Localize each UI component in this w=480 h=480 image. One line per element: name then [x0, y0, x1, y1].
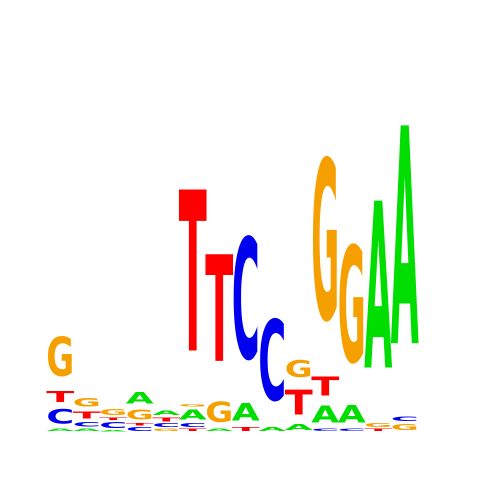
logo-letter-a-pos11: A	[311, 402, 340, 428]
logo-letter-c-pos2: C	[73, 421, 101, 428]
logo-letter-g-pos2: G	[73, 396, 101, 409]
logo-letter-a-pos6: A	[179, 408, 207, 423]
logo-letter-a-pos2: A	[73, 428, 101, 432]
logo-letter-a-pos1: A	[46, 428, 74, 432]
logo-letter-c-pos4: C	[126, 427, 154, 433]
logo-letter-a-pos9: A	[258, 426, 286, 432]
logo-glyph-layer: ACTGACTGACTGCTGAGCTATCAGTAGTTACACATGCATG…	[46, 67, 419, 433]
logo-letter-a-pos3: A	[99, 430, 127, 432]
logo-letter-c-pos6: C	[179, 423, 207, 429]
logo-letter-t-pos10: T	[285, 383, 313, 423]
logo-letter-g-pos11: G	[311, 115, 339, 371]
logo-letter-g-pos10: G	[285, 356, 313, 383]
logo-letter-a-pos7: A	[205, 428, 233, 432]
logo-letter-c-pos9: C	[258, 298, 286, 426]
logo-letter-g-pos4: G	[126, 408, 154, 423]
logo-letter-t-pos6: T	[179, 147, 207, 403]
logo-letter-a-pos8: A	[232, 398, 260, 426]
logo-letter-g-pos1: G	[46, 325, 74, 388]
logo-letter-t-pos1: T	[46, 389, 74, 406]
logo-letter-t-pos3: T	[99, 417, 127, 421]
logo-letter-c-pos11: C	[311, 428, 339, 432]
logo-letter-a-pos12: A	[338, 400, 366, 428]
logo-letter-c-pos3: C	[99, 420, 127, 430]
logo-letter-c-pos12: C	[338, 428, 366, 432]
logo-letter-g-pos12: G	[338, 215, 366, 400]
logo-letter-g-pos13: G	[364, 422, 392, 428]
logo-letter-a-pos13: A	[364, 155, 392, 422]
logo-letter-t-pos4: T	[126, 423, 154, 427]
logo-letter-t-pos2: T	[73, 409, 102, 420]
logo-letter-g-pos14: G	[391, 423, 419, 432]
logo-letter-t-pos13: T	[364, 428, 392, 432]
logo-letter-t-pos11: T	[311, 372, 340, 402]
logo-letter-g-pos6: G	[179, 404, 207, 408]
logo-letter-t-pos7: T	[205, 226, 233, 396]
logo-letter-t-pos8: T	[232, 426, 260, 432]
logo-letter-g-pos3: G	[99, 407, 127, 416]
logo-letter-g-pos5: G	[152, 428, 180, 432]
logo-letter-c-pos8: C	[232, 205, 260, 398]
logo-letter-t-pos6: T	[179, 428, 207, 432]
logo-letter-c-pos14: C	[391, 415, 419, 422]
logo-letter-c-pos1: C	[46, 406, 74, 429]
logo-letter-a-pos14: A	[391, 67, 419, 415]
logo-letter-t-pos5: T	[152, 417, 180, 423]
logo-letter-c-pos5: C	[152, 423, 180, 429]
logo-letter-a-pos10: A	[285, 423, 314, 432]
logo-letter-a-pos5: A	[152, 409, 180, 416]
logo-letter-a-pos4: A	[126, 388, 154, 407]
logo-letter-g-pos7: G	[205, 397, 233, 429]
